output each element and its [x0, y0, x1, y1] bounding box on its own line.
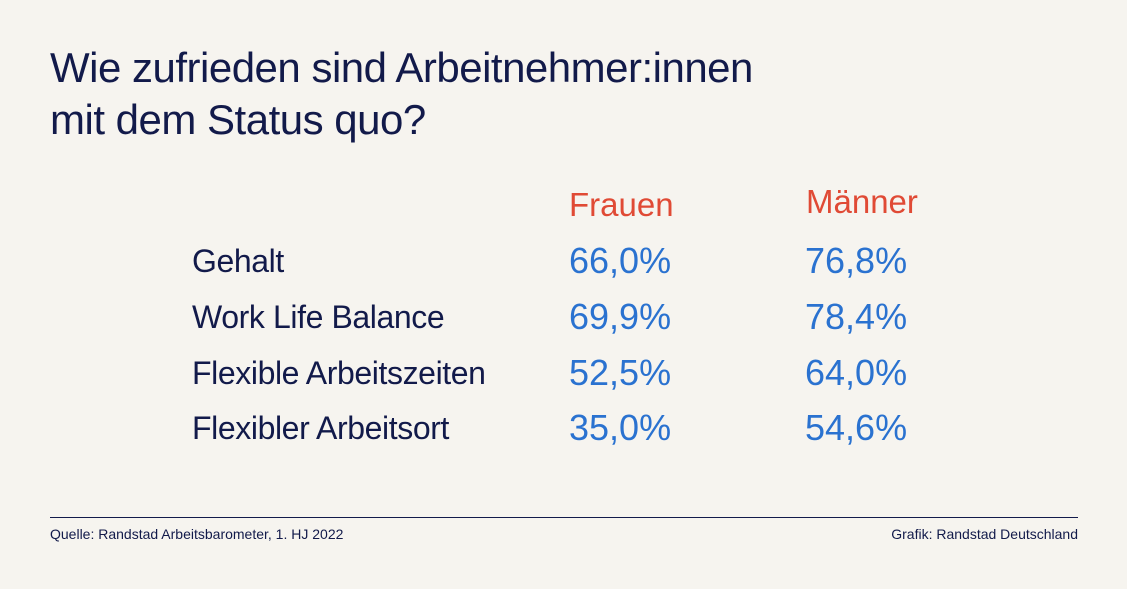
- row-label-flexible-arbeitszeiten: Flexible Arbeitszeiten: [192, 355, 486, 391]
- page-title: Wie zufrieden sind Arbeitnehmer:innen mi…: [50, 42, 950, 146]
- cell-work-life-balance-maenner: 78,4%: [805, 296, 908, 337]
- row-label-work-life-balance: Work Life Balance: [192, 299, 445, 335]
- title-line-1: Wie zufrieden sind Arbeitnehmer:innen: [50, 44, 753, 91]
- cell-work-life-balance-frauen: 69,9%: [569, 296, 672, 337]
- column-header-frauen: Frauen: [569, 186, 674, 223]
- cell-flexible-arbeitszeiten-frauen: 52,5%: [569, 352, 672, 393]
- cell-flexibler-arbeitsort-frauen: 35,0%: [569, 407, 672, 448]
- footer-divider: [50, 517, 1078, 518]
- cell-gehalt-maenner: 76,8%: [805, 240, 908, 281]
- row-label-gehalt: Gehalt: [192, 243, 284, 279]
- column-header-maenner: Männer: [806, 183, 918, 220]
- title-line-2: mit dem Status quo?: [50, 96, 426, 143]
- row-label-flexibler-arbeitsort: Flexibler Arbeitsort: [192, 410, 449, 446]
- cell-flexibler-arbeitsort-maenner: 54,6%: [805, 407, 908, 448]
- cell-gehalt-frauen: 66,0%: [569, 240, 672, 281]
- cell-flexible-arbeitszeiten-maenner: 64,0%: [805, 352, 908, 393]
- credit-note: Grafik: Randstad Deutschland: [891, 526, 1078, 542]
- source-note: Quelle: Randstad Arbeitsbarometer, 1. HJ…: [50, 526, 344, 542]
